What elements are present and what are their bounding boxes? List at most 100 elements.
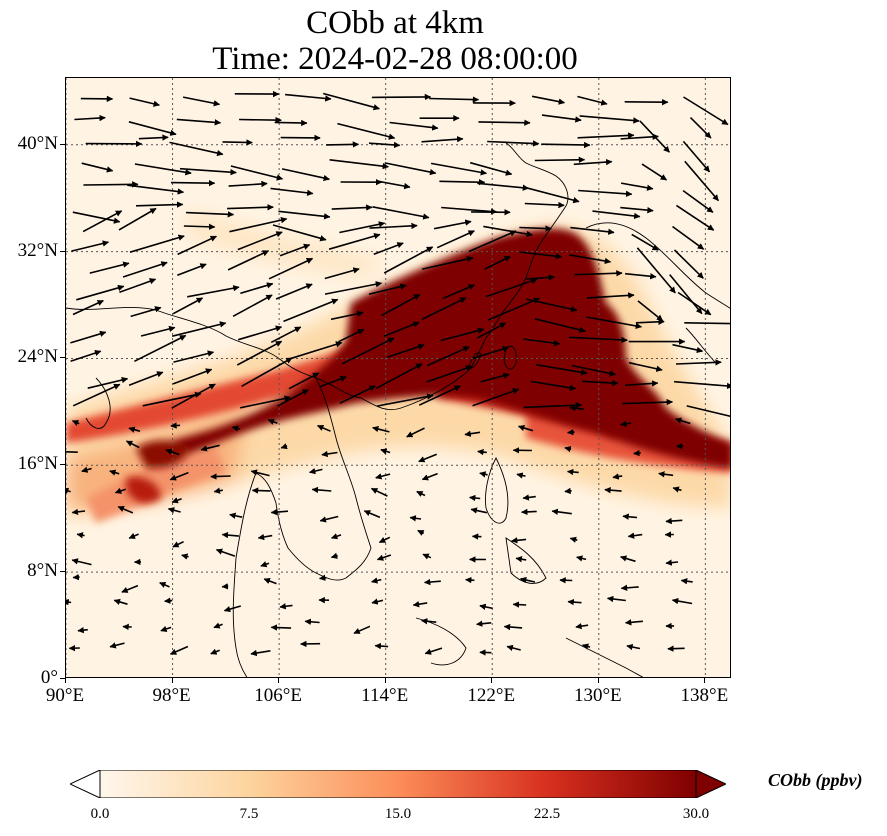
wind-arrow	[665, 517, 683, 525]
wind-arrow	[522, 494, 536, 501]
wind-arrow	[622, 513, 638, 520]
wind-arrow	[376, 393, 434, 407]
wind-arrow	[684, 322, 730, 325]
wind-arrow	[485, 277, 538, 298]
wind-arrow	[672, 486, 682, 493]
wind-arrow	[384, 162, 437, 176]
wind-arrow	[671, 597, 693, 605]
wind-arrow	[134, 334, 187, 363]
wind-arrow	[423, 578, 441, 586]
wind-arrow	[569, 404, 585, 412]
wind-arrow	[479, 471, 488, 478]
wind-arrow	[534, 318, 586, 333]
wind-arrow	[674, 417, 691, 425]
wind-arrow	[286, 341, 343, 361]
lat-tick-label: 16°N	[17, 453, 58, 475]
lon-tick-mark	[278, 678, 280, 683]
wind-arrow	[71, 558, 92, 566]
wind-arrow	[241, 357, 293, 387]
wind-arrow	[130, 306, 162, 318]
wind-arrow	[240, 282, 274, 295]
wind-arrow	[251, 487, 271, 494]
wind-arrow	[240, 395, 291, 409]
wind-arrow	[311, 486, 332, 494]
wind-arrow	[250, 649, 271, 657]
wind-arrow	[260, 561, 270, 568]
lat-tick-label: 0°	[40, 667, 58, 688]
wind-arrow	[169, 645, 189, 655]
wind-arrow	[421, 136, 464, 143]
wind-arrow	[129, 97, 160, 107]
wind-arrow	[177, 263, 207, 277]
wind-arrow	[515, 556, 527, 563]
wind-arrow	[570, 226, 615, 235]
wind-arrow	[534, 156, 586, 163]
wind-arrow	[541, 114, 582, 123]
wind-arrow	[469, 161, 513, 176]
wind-arrow	[250, 469, 270, 477]
wind-arrow	[566, 468, 579, 476]
wind-arrow	[564, 487, 572, 495]
wind-arrow	[210, 648, 220, 655]
wind-arrow	[70, 349, 102, 362]
wind-arrow	[127, 184, 185, 195]
wind-arrow	[172, 321, 227, 337]
wind-arrow	[374, 642, 389, 650]
lon-tick-label: 90°E	[45, 685, 85, 706]
wind-arrow	[179, 167, 237, 176]
wind-arrow	[70, 330, 107, 344]
wind-arrow	[628, 361, 663, 372]
wind-arrow	[160, 625, 172, 633]
lon-tick-label: 130°E	[573, 685, 622, 706]
wind-arrow	[159, 581, 170, 588]
wind-arrow	[215, 548, 236, 557]
wind-arrow	[477, 182, 530, 191]
wind-arrow	[686, 405, 730, 417]
wind-arrow	[279, 243, 311, 257]
wind-arrow	[213, 622, 223, 629]
wind-arrow	[176, 118, 222, 126]
wind-arrow	[281, 168, 330, 182]
wind-arrow	[326, 141, 360, 148]
wind-arrow	[682, 189, 714, 213]
wind-arrow	[535, 363, 588, 376]
wind-arrow	[368, 283, 407, 295]
wind-arrow	[82, 210, 123, 233]
wind-arrow	[330, 533, 342, 540]
wind-arrow	[222, 139, 253, 146]
wind-arrow	[237, 325, 283, 341]
wind-arrow	[172, 297, 204, 315]
wind-arrow	[200, 444, 220, 452]
wind-arrow	[375, 473, 391, 480]
wind-arrow	[170, 179, 216, 187]
wind-arrow	[416, 490, 426, 497]
wind-arrow	[409, 515, 422, 522]
wind-arrow	[487, 297, 540, 321]
wind-arrow	[569, 254, 612, 265]
wind-arrow	[122, 261, 168, 278]
wind-arrow	[581, 379, 619, 387]
wind-arrow	[221, 531, 239, 539]
wind-arrow	[680, 577, 693, 585]
lon-tick-label: 122°E	[467, 685, 516, 706]
plume-core	[126, 228, 730, 504]
wind-arrow	[171, 497, 182, 504]
wind-arrow	[574, 270, 623, 277]
map-plot-area	[65, 77, 731, 678]
wind-arrow	[177, 235, 217, 256]
wind-arrow	[378, 536, 391, 544]
wind-arrow	[418, 453, 438, 463]
wind-arrow	[229, 217, 288, 233]
lat-tick-mark	[60, 143, 65, 145]
lon-tick-mark	[704, 678, 706, 683]
wind-arrow	[221, 583, 229, 590]
wind-arrow	[140, 325, 176, 337]
lat-tick-mark	[60, 357, 65, 359]
wind-arrow	[604, 486, 622, 494]
wind-arrow	[270, 187, 314, 196]
wind-arrow	[465, 576, 475, 584]
wind-arrow	[171, 383, 216, 409]
colorbar-graphic	[70, 770, 726, 798]
wind-arrow	[625, 380, 659, 387]
wind-arrow	[371, 577, 382, 584]
